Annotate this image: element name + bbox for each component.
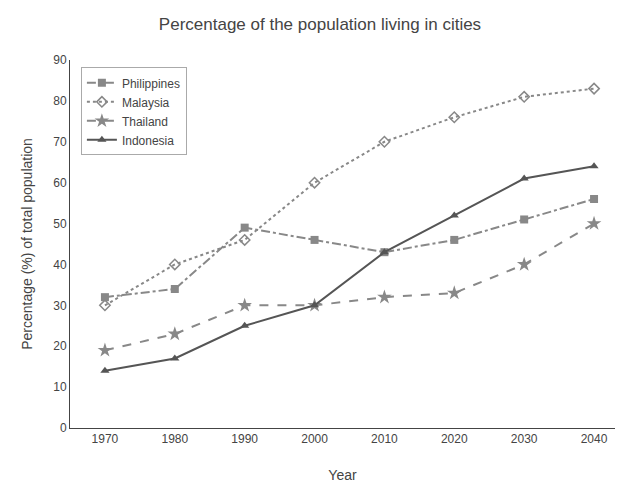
svg-text:90: 90 — [53, 53, 67, 67]
svg-text:Indonesia: Indonesia — [122, 134, 174, 148]
svg-text:50: 50 — [53, 217, 67, 231]
svg-text:2000: 2000 — [301, 432, 328, 446]
svg-text:2020: 2020 — [441, 432, 468, 446]
svg-text:30: 30 — [53, 299, 67, 313]
svg-text:Percentage of the population l: Percentage of the population living in c… — [159, 15, 481, 34]
svg-text:60: 60 — [53, 176, 67, 190]
svg-text:Philippines: Philippines — [122, 77, 180, 91]
svg-text:20: 20 — [53, 339, 67, 353]
svg-text:2030: 2030 — [511, 432, 538, 446]
svg-text:Malaysia: Malaysia — [122, 96, 170, 110]
svg-text:40: 40 — [53, 258, 67, 272]
svg-text:80: 80 — [53, 94, 67, 108]
svg-text:Thailand: Thailand — [122, 115, 168, 129]
svg-text:70: 70 — [53, 135, 67, 149]
svg-text:0: 0 — [60, 421, 67, 435]
svg-text:10: 10 — [53, 380, 67, 394]
svg-text:Year: Year — [328, 467, 357, 483]
svg-text:Percentage (%) of total popula: Percentage (%) of total population — [19, 138, 35, 350]
svg-text:1980: 1980 — [161, 432, 188, 446]
svg-text:1970: 1970 — [92, 432, 119, 446]
svg-text:1990: 1990 — [231, 432, 258, 446]
svg-text:2010: 2010 — [371, 432, 398, 446]
svg-text:2040: 2040 — [581, 432, 608, 446]
